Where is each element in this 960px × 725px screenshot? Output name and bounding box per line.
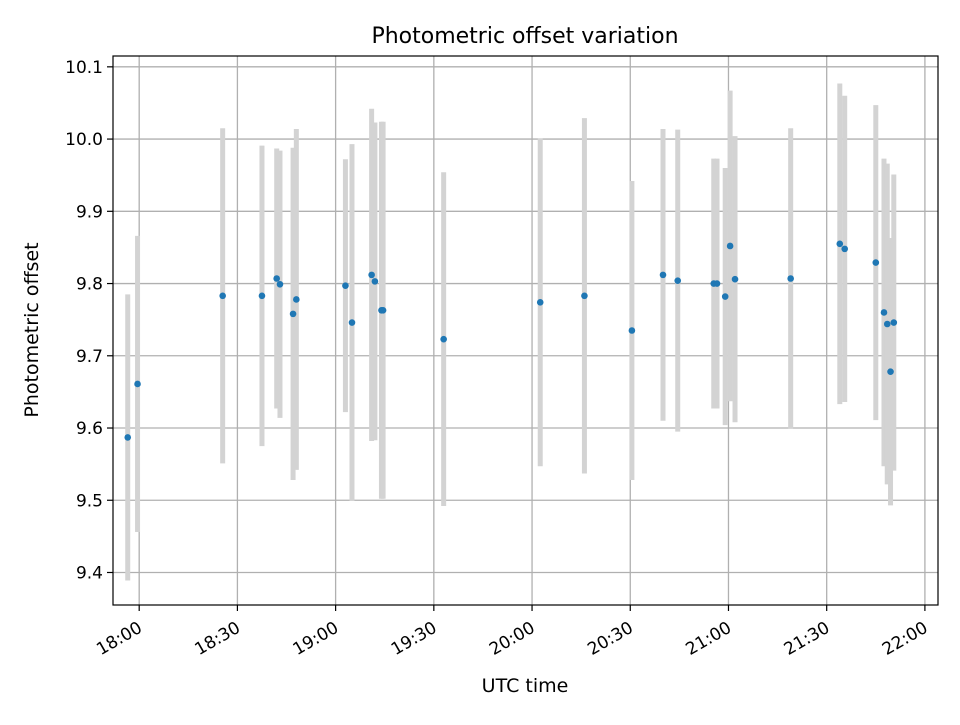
data-point bbox=[258, 292, 266, 300]
data-point bbox=[659, 271, 667, 279]
data-point bbox=[674, 277, 682, 284]
y-tick-label: 9.7 bbox=[76, 347, 103, 367]
y-tick-label: 9.4 bbox=[76, 563, 103, 583]
y-tick-label: 9.6 bbox=[76, 419, 103, 439]
data-point bbox=[124, 434, 132, 441]
data-point bbox=[581, 292, 588, 300]
data-point bbox=[371, 278, 379, 285]
data-point bbox=[880, 309, 888, 316]
data-point bbox=[293, 296, 300, 303]
data-point bbox=[887, 368, 894, 375]
data-point bbox=[134, 380, 141, 388]
data-point bbox=[726, 242, 734, 250]
y-tick-label: 9.5 bbox=[76, 491, 103, 511]
data-point bbox=[713, 280, 721, 287]
data-point bbox=[440, 335, 447, 343]
data-point bbox=[883, 320, 891, 328]
data-point bbox=[841, 245, 848, 253]
data-point bbox=[872, 259, 880, 266]
data-point bbox=[368, 271, 375, 279]
data-point bbox=[379, 306, 387, 314]
y-tick-label: 10.1 bbox=[65, 58, 103, 78]
data-point bbox=[289, 310, 297, 318]
x-axis-label: UTC time bbox=[482, 675, 569, 697]
data-point bbox=[731, 275, 739, 283]
data-points bbox=[124, 240, 898, 441]
data-point bbox=[348, 319, 356, 326]
data-point bbox=[536, 299, 544, 306]
data-point bbox=[219, 292, 226, 300]
data-point bbox=[836, 240, 844, 248]
data-point bbox=[273, 275, 280, 282]
y-axis-ticks: 9.4 9.5 9.6 9.7 9.8 9.9 10.0 10.1 bbox=[65, 58, 113, 583]
y-tick-label: 9.8 bbox=[76, 275, 103, 295]
data-point bbox=[628, 327, 636, 334]
chart-title: Photometric offset variation bbox=[371, 24, 678, 49]
data-point bbox=[787, 275, 794, 282]
data-point bbox=[342, 282, 349, 290]
plot-frame bbox=[112, 55, 939, 606]
y-tick-label: 9.9 bbox=[76, 202, 103, 222]
y-axis-label: Photometric offset bbox=[21, 242, 43, 417]
data-point bbox=[890, 319, 898, 326]
y-tick-label: 10.0 bbox=[65, 130, 103, 150]
data-point bbox=[276, 280, 284, 288]
data-point bbox=[721, 293, 729, 300]
